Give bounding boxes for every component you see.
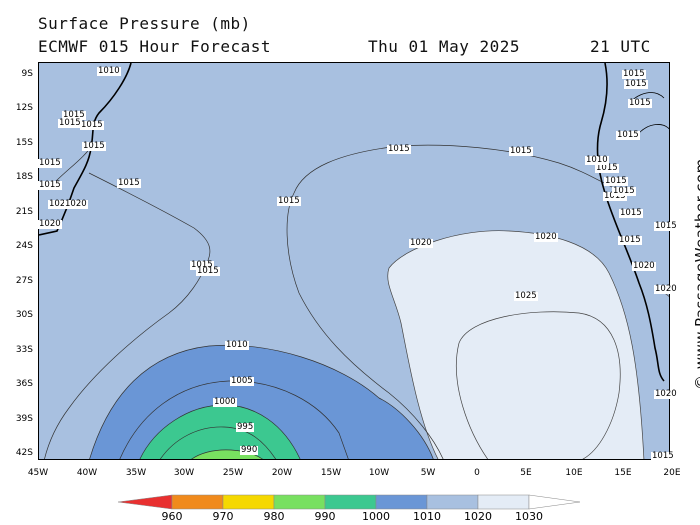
map-title: Surface Pressure (mb) bbox=[38, 14, 251, 33]
legend-label: 960 bbox=[161, 510, 183, 523]
contour-label: 1015 bbox=[624, 79, 648, 89]
legend-colorbar bbox=[118, 494, 581, 510]
lat-label: 36S bbox=[15, 379, 33, 389]
lon-label: 45W bbox=[27, 468, 49, 478]
contour-label: 1015 bbox=[38, 158, 62, 168]
contour-label: 995 bbox=[236, 422, 255, 432]
contour-label: 1015 bbox=[196, 266, 220, 276]
contour-label: 1015 bbox=[58, 118, 82, 128]
forecast-time: 21 UTC bbox=[590, 37, 651, 56]
contour-label: 1020 bbox=[632, 261, 656, 271]
contour-label: 1000 bbox=[213, 397, 237, 407]
legend-label: 1020 bbox=[464, 510, 492, 523]
contour-label: 1015 bbox=[603, 191, 627, 201]
lat-label: 39S bbox=[15, 414, 33, 424]
lat-label: 9S bbox=[21, 69, 33, 79]
lon-label: 10E bbox=[565, 468, 583, 478]
lon-label: 35W bbox=[125, 468, 147, 478]
contour-label: 990 bbox=[240, 445, 259, 455]
contour-label: 1015 bbox=[618, 235, 642, 245]
legend-label: 1010 bbox=[413, 510, 441, 523]
lat-label: 12S bbox=[15, 103, 33, 113]
contour-label: 1015 bbox=[82, 141, 106, 151]
contour-label: 1020 bbox=[38, 219, 62, 229]
watermark-text: © www.PassageWeather.com bbox=[692, 158, 700, 390]
contour-label: 1015 bbox=[190, 260, 214, 270]
contour-label: 1015 bbox=[619, 208, 643, 218]
model-label: ECMWF 015 Hour Forecast bbox=[38, 37, 272, 56]
lon-label: 5W bbox=[420, 468, 436, 478]
contour-label: 1015 bbox=[622, 69, 646, 79]
lat-label: 33S bbox=[15, 345, 33, 355]
contour-label: 1025 bbox=[514, 291, 538, 301]
lat-label: 42S bbox=[15, 448, 33, 458]
contour-label: 1015 bbox=[117, 178, 141, 188]
contour-label: 1015 bbox=[509, 146, 533, 156]
legend-label: 980 bbox=[263, 510, 285, 523]
lon-label: 30W bbox=[173, 468, 195, 478]
contour-label: 1020 bbox=[409, 238, 433, 248]
lon-label: 20E bbox=[663, 468, 681, 478]
legend-label: 1000 bbox=[362, 510, 390, 523]
lon-label: 15E bbox=[614, 468, 632, 478]
pressure-map bbox=[38, 62, 670, 460]
legend-label: 970 bbox=[212, 510, 234, 523]
watermark: © www.PassageWeather.com bbox=[676, 150, 700, 390]
lat-label: 18S bbox=[15, 172, 33, 182]
contour-label: 1015 bbox=[62, 110, 86, 120]
lat-label: 15S bbox=[15, 138, 33, 148]
lon-label: 5E bbox=[520, 468, 532, 478]
lon-label: 15W bbox=[320, 468, 342, 478]
contour-label: 1020 bbox=[654, 284, 678, 294]
lon-label: 25W bbox=[222, 468, 244, 478]
lat-label: 21S bbox=[15, 207, 33, 217]
forecast-date: Thu 01 May 2025 bbox=[368, 37, 520, 56]
contour-label: 1015 bbox=[604, 176, 628, 186]
lon-label: 10W bbox=[368, 468, 390, 478]
lat-label: 30S bbox=[15, 310, 33, 320]
legend-label: 990 bbox=[314, 510, 336, 523]
contour-label: 1015 bbox=[387, 144, 411, 154]
lat-label: 24S bbox=[15, 241, 33, 251]
contour-label: 1010 bbox=[97, 66, 121, 76]
contour-label: 1015 bbox=[595, 163, 619, 173]
contour-label: 1010 bbox=[585, 155, 609, 165]
contour-label: 1015 bbox=[616, 130, 640, 140]
contour-label: 1010 bbox=[225, 340, 249, 350]
lat-label: 27S bbox=[15, 276, 33, 286]
contour-label: 1015 bbox=[612, 186, 636, 196]
lon-label: 0 bbox=[474, 468, 480, 478]
contour-label: 1015 bbox=[654, 221, 678, 231]
contour-label: 1015 bbox=[628, 98, 652, 108]
pressure-field bbox=[39, 63, 669, 459]
contour-label: 1015 bbox=[277, 196, 301, 206]
contour-label: 1015 bbox=[651, 451, 675, 461]
contour-label: 1020 bbox=[534, 232, 558, 242]
lon-label: 40W bbox=[76, 468, 98, 478]
lon-label: 20W bbox=[271, 468, 293, 478]
contour-label: 1020 bbox=[48, 199, 72, 209]
legend-label: 1030 bbox=[515, 510, 543, 523]
contour-label: 1015 bbox=[80, 120, 104, 130]
contour-label: 1020 bbox=[654, 389, 678, 399]
contour-label: 1005 bbox=[230, 376, 254, 386]
contour-label: 1015 bbox=[38, 180, 62, 190]
contour-label: 1020 bbox=[64, 199, 88, 209]
